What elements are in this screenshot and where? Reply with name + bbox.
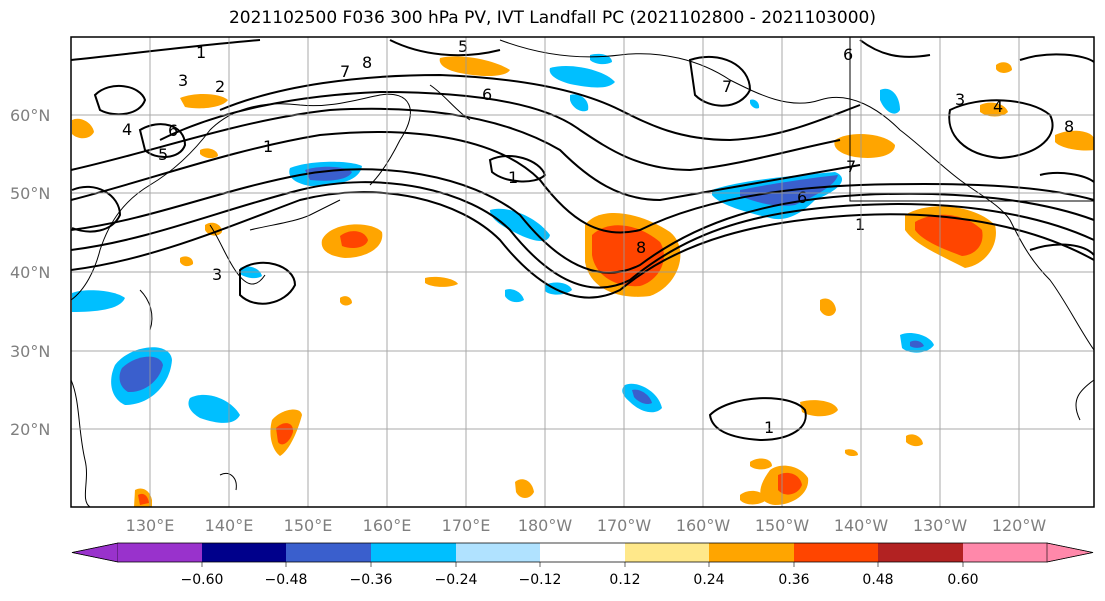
lon-label: 120°W bbox=[991, 516, 1047, 535]
contour-label: 6 bbox=[482, 85, 492, 104]
contour-label: 7 bbox=[846, 157, 856, 176]
lon-label: 160°W bbox=[675, 516, 731, 535]
lon-label: 130°E bbox=[125, 516, 175, 535]
contour-label: 8 bbox=[636, 238, 646, 257]
colorbar-bin bbox=[456, 543, 540, 562]
contour-label: 2 bbox=[215, 77, 225, 96]
contour-label: 1 bbox=[196, 43, 206, 62]
colorbar-tick-label: 0.12 bbox=[609, 572, 641, 588]
colorbar-tick-label: −0.36 bbox=[349, 572, 393, 588]
map-frame bbox=[70, 36, 1095, 508]
coastlines bbox=[70, 39, 1095, 508]
contour-label: 4 bbox=[122, 120, 132, 139]
colorbar-outline bbox=[71, 542, 1094, 563]
contour-label: 6 bbox=[168, 121, 178, 140]
contour-label: 8 bbox=[362, 53, 372, 72]
contour-label: 6 bbox=[843, 45, 853, 64]
contour-label: 1 bbox=[855, 215, 865, 234]
colorbar-extend-low bbox=[71, 542, 119, 563]
lat-label-40n: 40°N bbox=[10, 263, 51, 282]
colorbar-tick-label: 0.60 bbox=[947, 572, 979, 588]
colorbar-bin bbox=[286, 543, 371, 562]
map-title: 2021102500 F036 300 hPa PV, IVT Landfall… bbox=[228, 8, 876, 28]
contour-label: 4 bbox=[993, 97, 1003, 116]
lon-label: 140°W bbox=[833, 516, 889, 535]
pv-contours bbox=[70, 39, 1095, 442]
colorbar-bin bbox=[202, 543, 286, 562]
lon-label: 130°W bbox=[912, 516, 968, 535]
contour-label: 5 bbox=[158, 145, 168, 164]
contour-label: 1 bbox=[508, 168, 518, 187]
contour-labels: 1 1 1 1 1 2 3 3 3 4 4 5 5 6 6 6 6 7 7 7 … bbox=[122, 37, 1074, 437]
contour-label: 8 bbox=[1064, 117, 1074, 136]
colorbar-bin bbox=[625, 543, 709, 562]
lat-label-20n: 20°N bbox=[10, 420, 51, 439]
negative-anomaly-philippine-sea bbox=[111, 347, 172, 405]
lat-label-50n: 50°N bbox=[10, 184, 51, 203]
lat-label-30n: 30°N bbox=[10, 342, 51, 361]
colorbar-extend-high bbox=[1046, 542, 1094, 563]
lon-label: 160°E bbox=[362, 516, 412, 535]
contour-label: 5 bbox=[458, 37, 468, 56]
colorbar-tick-label: −0.24 bbox=[434, 572, 478, 588]
contour-label: 3 bbox=[178, 71, 188, 90]
colorbar-bin bbox=[878, 543, 963, 562]
contour-label: 1 bbox=[263, 137, 273, 156]
contour-label: 3 bbox=[955, 90, 965, 109]
colorbar-tick-label: 0.48 bbox=[862, 572, 894, 588]
lon-label: 170°W bbox=[596, 516, 652, 535]
colorbar-tick-label: 0.24 bbox=[693, 572, 725, 588]
contour-label: 6 bbox=[797, 188, 807, 207]
colorbar-tick-label: −0.12 bbox=[518, 572, 562, 588]
colorbar-bin bbox=[794, 543, 878, 562]
contour-label: 7 bbox=[340, 62, 350, 81]
colorbar-tick-label: −0.60 bbox=[180, 572, 224, 588]
positive-anomaly-coast bbox=[905, 206, 996, 268]
colorbar-tick-label: −0.48 bbox=[264, 572, 308, 588]
colorbar-bin bbox=[709, 543, 794, 562]
lon-label: 180°W bbox=[517, 516, 573, 535]
contour-label: 1 bbox=[764, 418, 774, 437]
contour-label: 3 bbox=[212, 265, 222, 284]
colorbar bbox=[71, 542, 1094, 567]
lon-label: 170°E bbox=[441, 516, 491, 535]
lat-label-60n: 60°N bbox=[10, 106, 51, 125]
colorbar-bin bbox=[540, 543, 625, 562]
contour-label: 7 bbox=[722, 77, 732, 96]
lon-label: 150°E bbox=[283, 516, 333, 535]
gridlines bbox=[71, 37, 1094, 507]
lon-label: 140°E bbox=[204, 516, 254, 535]
colorbar-bin bbox=[371, 543, 456, 562]
colorbar-tick-label: 0.36 bbox=[778, 572, 810, 588]
lon-label: 150°W bbox=[754, 516, 810, 535]
colorbar-bin bbox=[963, 543, 1047, 562]
colorbar-bin bbox=[118, 543, 202, 562]
